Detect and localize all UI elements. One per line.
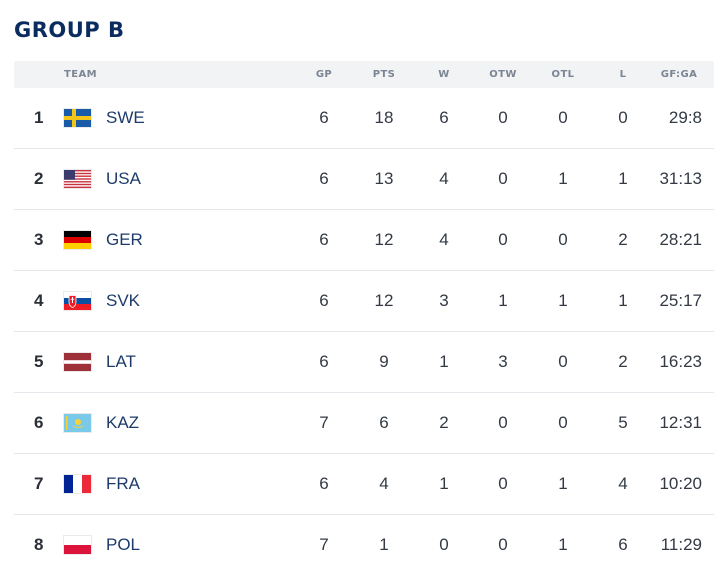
gp-value: 6 — [319, 108, 329, 127]
table-row[interactable]: 2 USA 6 13 4 0 1 1 31:13 — [14, 149, 714, 210]
table-row[interactable]: 1 SWE 6 18 6 0 0 0 29:8 — [14, 88, 714, 149]
table-row[interactable]: 5 LAT 6 9 1 3 0 2 16:23 — [14, 332, 714, 393]
rank: 5 — [34, 352, 44, 371]
w-value: 0 — [439, 535, 449, 554]
otw-value: 0 — [498, 413, 508, 432]
table-row[interactable]: 3 GER 6 12 4 0 0 2 28:21 — [14, 210, 714, 271]
rank: 2 — [34, 169, 44, 188]
w-value: 3 — [439, 291, 449, 310]
usa-flag-icon — [64, 170, 91, 188]
l-value: 1 — [618, 169, 628, 188]
gfga-value: 16:23 — [659, 352, 702, 371]
l-value: 6 — [618, 535, 628, 554]
otl-value: 0 — [558, 413, 568, 432]
gfga-value: 25:17 — [659, 291, 702, 310]
table-row[interactable]: 4 SVK 6 12 3 1 1 1 25:17 — [14, 271, 714, 332]
pts-value: 6 — [379, 413, 389, 432]
otl-value: 0 — [558, 352, 568, 371]
otw-value: 0 — [498, 230, 508, 249]
table-row[interactable]: 6 KAZ 7 6 2 0 0 5 12:31 — [14, 393, 714, 454]
l-value: 2 — [618, 352, 628, 371]
otl-value: 1 — [558, 535, 568, 554]
otl-value: 0 — [558, 108, 568, 127]
col-header-gp[interactable]: GP — [315, 69, 333, 80]
team-name[interactable]: KAZ — [106, 413, 140, 432]
kazakhstan-flag-icon — [64, 414, 91, 432]
otl-value: 1 — [558, 291, 568, 310]
w-value: 4 — [439, 230, 449, 249]
gfga-value: 29:8 — [668, 108, 702, 127]
rank: 8 — [34, 535, 44, 554]
col-header-w[interactable]: W — [438, 69, 450, 80]
table-header: TEAM GP PTS W OTW OTL L GF:GA — [14, 61, 714, 88]
l-value: 2 — [618, 230, 628, 249]
rank: 1 — [34, 108, 44, 127]
otw-value: 1 — [498, 291, 508, 310]
france-flag-icon — [64, 475, 91, 493]
otl-value: 1 — [558, 474, 568, 493]
team-name[interactable]: POL — [106, 535, 141, 554]
w-value: 1 — [439, 474, 449, 493]
otl-value: 1 — [558, 169, 568, 188]
gp-value: 6 — [319, 352, 329, 371]
gp-value: 6 — [319, 474, 329, 493]
gfga-value: 11:29 — [660, 535, 702, 554]
otw-value: 0 — [498, 108, 508, 127]
sweden-flag-icon — [64, 109, 91, 127]
germany-flag-icon — [64, 231, 91, 249]
w-value: 2 — [439, 413, 449, 432]
pts-value: 12 — [374, 230, 394, 249]
table-row[interactable]: 7 FRA 6 4 1 0 1 4 10:20 — [14, 454, 714, 515]
rank: 3 — [34, 230, 44, 249]
team-name[interactable]: USA — [106, 169, 141, 188]
team-name[interactable]: LAT — [106, 352, 136, 371]
pts-value: 12 — [374, 291, 394, 310]
gfga-value: 12:31 — [659, 413, 702, 432]
gp-value: 6 — [319, 169, 329, 188]
l-value: 1 — [618, 291, 628, 310]
pts-value: 1 — [379, 535, 389, 554]
otw-value: 0 — [498, 169, 508, 188]
rank: 6 — [34, 413, 44, 432]
team-name[interactable]: GER — [106, 230, 143, 249]
pts-value: 18 — [374, 108, 394, 127]
otw-value: 0 — [498, 474, 508, 493]
col-header-l[interactable]: L — [619, 69, 627, 80]
rank: 7 — [34, 474, 44, 493]
col-header-otw[interactable]: OTW — [489, 69, 517, 80]
table-row[interactable]: 8 POL 7 1 0 0 1 6 11:29 — [14, 515, 714, 575]
w-value: 4 — [439, 169, 449, 188]
team-name[interactable]: SWE — [106, 108, 145, 127]
team-name[interactable]: SVK — [106, 291, 141, 310]
gfga-value: 10:20 — [659, 474, 702, 493]
pts-value: 13 — [374, 169, 394, 188]
latvia-flag-icon — [64, 353, 91, 371]
pts-value: 4 — [379, 474, 389, 493]
l-value: 0 — [618, 108, 628, 127]
col-header-pts[interactable]: PTS — [372, 69, 396, 80]
gfga-value: 28:21 — [659, 230, 702, 249]
poland-flag-icon — [64, 536, 91, 554]
group-title: GROUP B — [14, 18, 125, 42]
rank: 4 — [34, 291, 44, 310]
team-name[interactable]: FRA — [106, 474, 140, 493]
w-value: 1 — [439, 352, 449, 371]
gp-value: 6 — [319, 230, 329, 249]
col-header-gfga[interactable]: GF:GA — [660, 69, 698, 80]
gp-value: 7 — [319, 535, 329, 554]
gp-value: 6 — [319, 291, 329, 310]
otw-value: 3 — [498, 352, 508, 371]
otl-value: 0 — [558, 230, 568, 249]
slovakia-flag-icon — [64, 292, 91, 310]
col-header-team[interactable]: TEAM — [64, 69, 97, 80]
standings-table: TEAM GP PTS W OTW OTL L GF:GA 1 SWE 6 18… — [14, 61, 714, 575]
pts-value: 9 — [379, 352, 389, 371]
l-value: 4 — [618, 474, 628, 493]
otw-value: 0 — [498, 535, 508, 554]
w-value: 6 — [439, 108, 449, 127]
gp-value: 7 — [319, 413, 329, 432]
gfga-value: 31:13 — [659, 169, 702, 188]
col-header-otl[interactable]: OTL — [551, 69, 575, 80]
l-value: 5 — [618, 413, 628, 432]
